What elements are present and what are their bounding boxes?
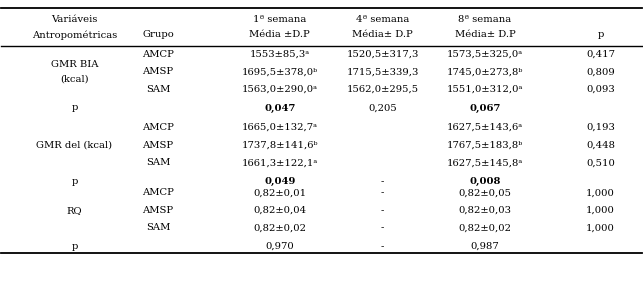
Text: p: p [71, 177, 78, 186]
Text: 0,82±0,02: 0,82±0,02 [253, 223, 306, 233]
Text: SAM: SAM [146, 158, 170, 167]
Text: Antropométricas: Antropométricas [32, 30, 117, 39]
Text: 0,809: 0,809 [586, 67, 615, 76]
Text: Variáveis: Variáveis [51, 15, 98, 24]
Text: Média± D.P: Média± D.P [352, 30, 413, 39]
Text: -: - [381, 177, 384, 186]
Text: 0,049: 0,049 [264, 177, 296, 186]
Text: 1562,0±295,5: 1562,0±295,5 [347, 85, 419, 94]
Text: 1551,0±312,0ᵃ: 1551,0±312,0ᵃ [447, 85, 523, 94]
Text: 0,82±0,02: 0,82±0,02 [458, 223, 512, 233]
Text: 0,067: 0,067 [469, 104, 501, 112]
Text: 0,205: 0,205 [368, 104, 397, 112]
Text: AMSP: AMSP [142, 206, 174, 215]
Text: 1,000: 1,000 [586, 223, 615, 233]
Text: 1563,0±290,0ᵃ: 1563,0±290,0ᵃ [242, 85, 318, 94]
Text: 0,448: 0,448 [586, 140, 615, 150]
Text: 1661,3±122,1ᵃ: 1661,3±122,1ᵃ [242, 158, 318, 167]
Text: p: p [71, 104, 78, 112]
Text: -: - [381, 223, 384, 233]
Text: 1,000: 1,000 [586, 206, 615, 215]
Text: 1520,5±317,3: 1520,5±317,3 [347, 50, 419, 59]
Text: GMR del (kcal): GMR del (kcal) [37, 140, 113, 150]
Text: RQ: RQ [67, 206, 82, 215]
Text: 0,82±0,01: 0,82±0,01 [253, 188, 306, 197]
Text: 8ª semana: 8ª semana [458, 15, 512, 24]
Text: 0,82±0,05: 0,82±0,05 [458, 188, 512, 197]
Text: 1745,0±273,8ᵇ: 1745,0±273,8ᵇ [447, 67, 523, 76]
Text: (kcal): (kcal) [60, 74, 89, 84]
Text: Média± D.P: Média± D.P [455, 30, 516, 39]
Text: 1553±85,3ᵃ: 1553±85,3ᵃ [249, 50, 310, 59]
Text: AMCP: AMCP [142, 188, 174, 197]
Text: SAM: SAM [146, 85, 170, 94]
Text: 1627,5±143,6ᵃ: 1627,5±143,6ᵃ [447, 123, 523, 132]
Text: 1695,5±378,0ᵇ: 1695,5±378,0ᵇ [242, 67, 318, 76]
Text: 0,510: 0,510 [586, 158, 615, 167]
Text: AMSP: AMSP [142, 67, 174, 76]
Text: -: - [381, 206, 384, 215]
Text: p: p [597, 30, 604, 39]
Text: 0,987: 0,987 [471, 242, 500, 251]
Text: 1627,5±145,8ᵃ: 1627,5±145,8ᵃ [447, 158, 523, 167]
Text: -: - [381, 188, 384, 197]
Text: 0,093: 0,093 [586, 85, 615, 94]
Text: Média ±D.P: Média ±D.P [249, 30, 310, 39]
Text: 1715,5±339,3: 1715,5±339,3 [347, 67, 419, 76]
Text: 0,82±0,04: 0,82±0,04 [253, 206, 306, 215]
Text: AMCP: AMCP [142, 123, 174, 132]
Text: 0,82±0,03: 0,82±0,03 [458, 206, 512, 215]
Text: 1573,5±325,0ᵃ: 1573,5±325,0ᵃ [447, 50, 523, 59]
Text: 0,970: 0,970 [266, 242, 294, 251]
Text: AMCP: AMCP [142, 50, 174, 59]
Text: 1737,8±141,6ᵇ: 1737,8±141,6ᵇ [242, 140, 318, 150]
Text: 1665,0±132,7ᵃ: 1665,0±132,7ᵃ [242, 123, 318, 132]
Text: AMSP: AMSP [142, 140, 174, 150]
Text: 1767,5±183,8ᵇ: 1767,5±183,8ᵇ [447, 140, 523, 150]
Text: 0,417: 0,417 [586, 50, 615, 59]
Text: 0,193: 0,193 [586, 123, 615, 132]
Text: 1,000: 1,000 [586, 188, 615, 197]
Text: GMR BIA: GMR BIA [51, 60, 98, 69]
Text: Grupo: Grupo [142, 30, 174, 39]
Text: -: - [381, 242, 384, 251]
Text: SAM: SAM [146, 223, 170, 233]
Text: 0,047: 0,047 [264, 104, 296, 112]
Text: 4ª semana: 4ª semana [356, 15, 409, 24]
Text: p: p [71, 242, 78, 251]
Text: 0,008: 0,008 [469, 177, 501, 186]
Text: 1ª semana: 1ª semana [253, 15, 307, 24]
